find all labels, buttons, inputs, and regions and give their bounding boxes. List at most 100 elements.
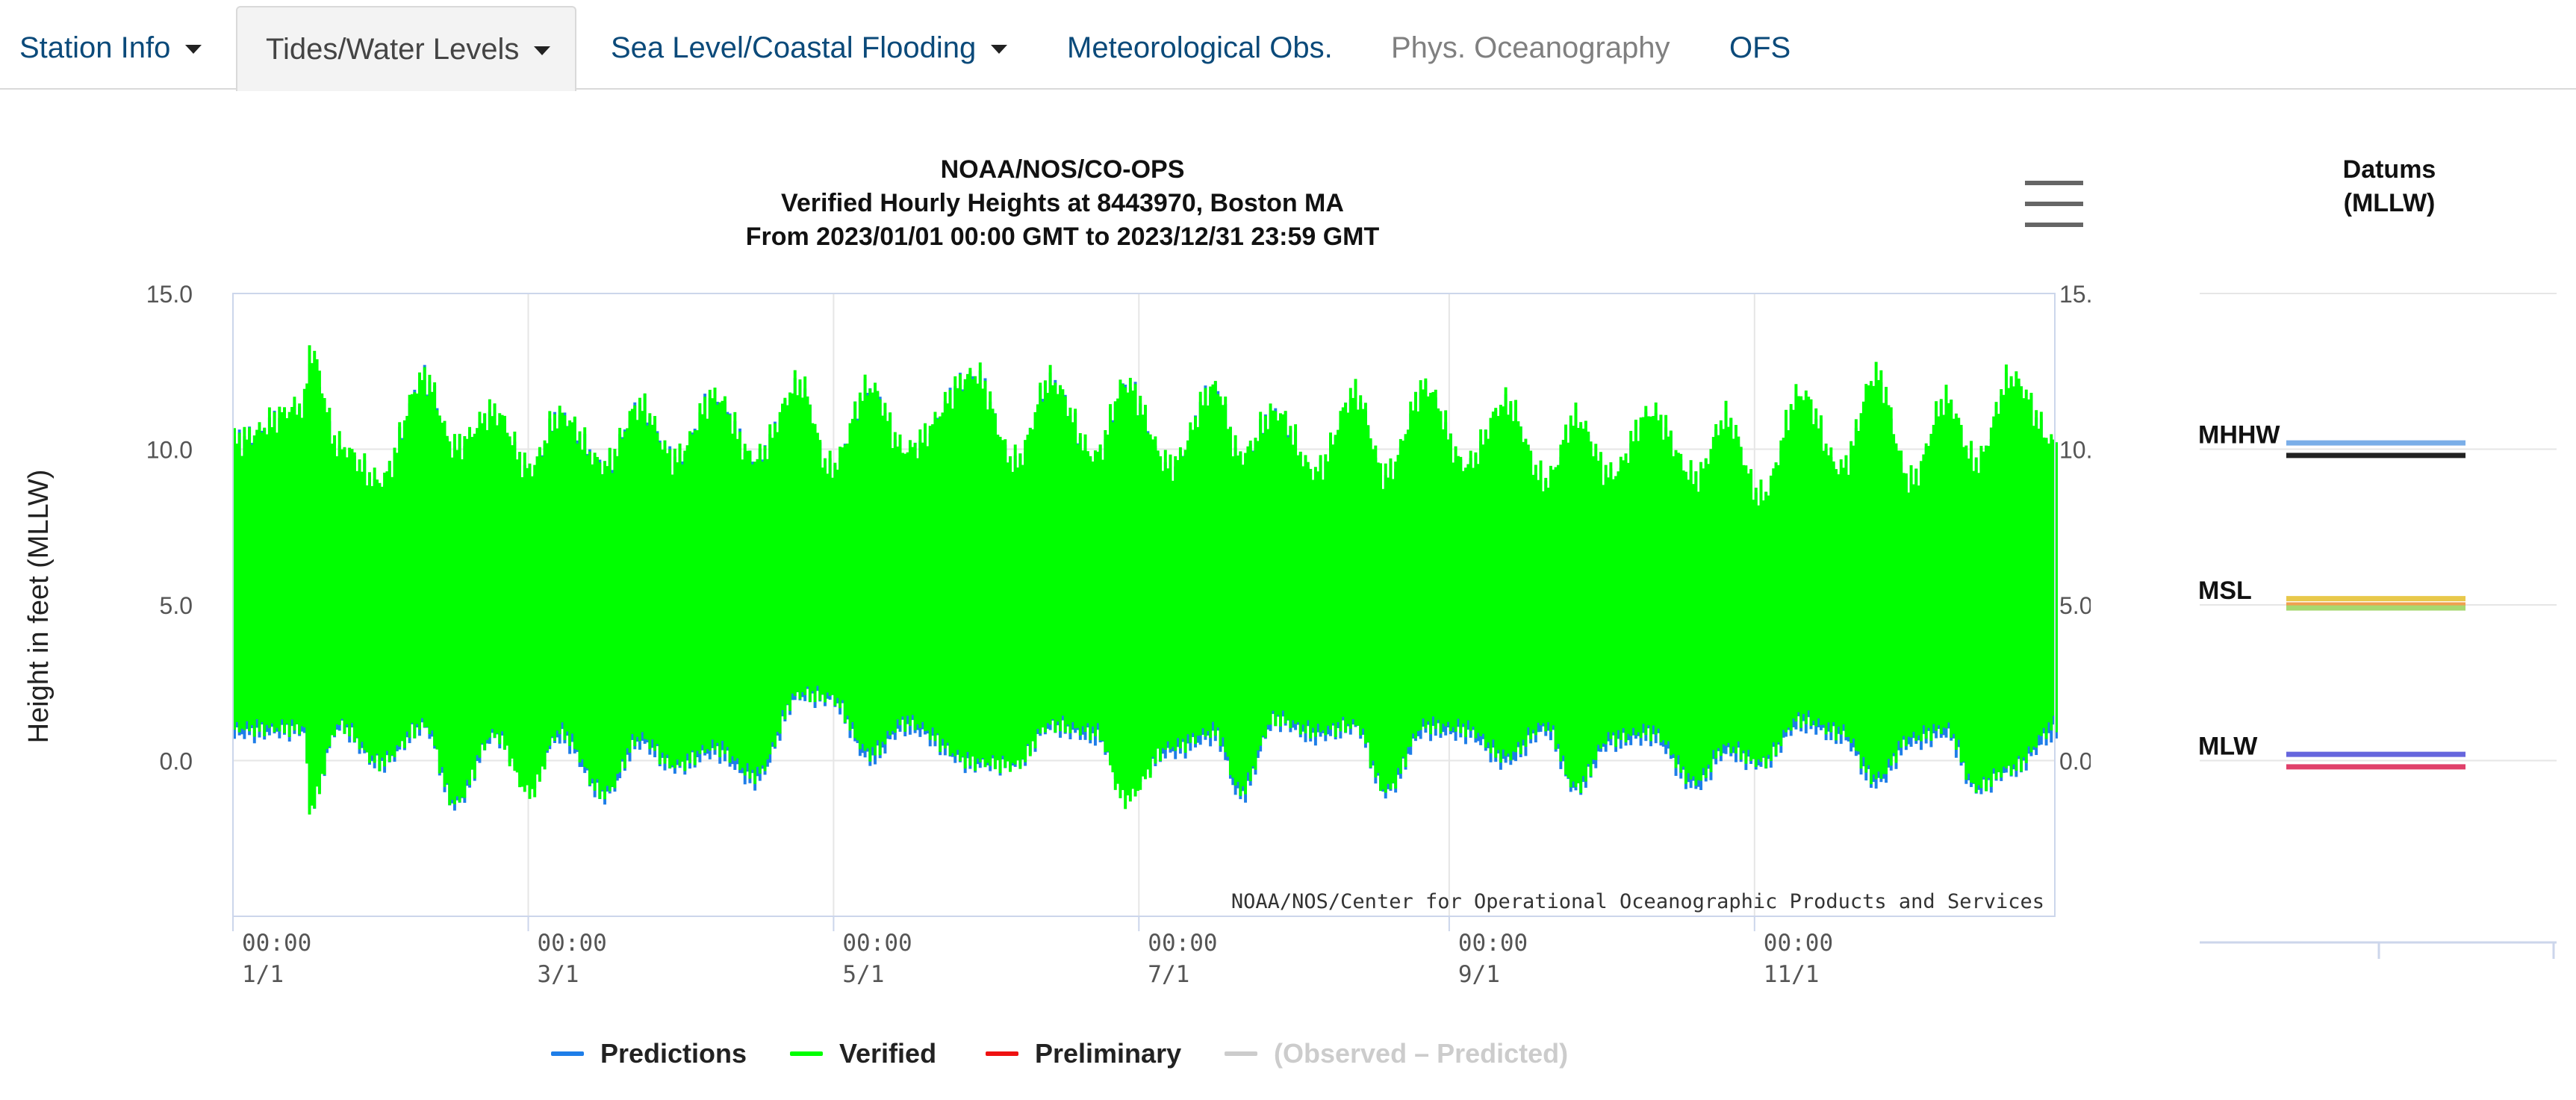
data-bar-verified [468, 426, 472, 786]
legend-item-observed-predicted[interactable]: (Observed – Predicted) [1225, 1038, 1568, 1069]
data-bar-verified [886, 420, 889, 731]
data-bar-verified [1189, 422, 1192, 743]
data-bar-verified [903, 453, 907, 732]
data-bar-verified [1724, 400, 1728, 746]
data-bar-verified [511, 445, 514, 759]
data-bar-verified [435, 410, 439, 750]
data-bar-verified [900, 453, 904, 717]
data-bar-verified [370, 485, 374, 756]
data-bar-verified [1742, 464, 1745, 751]
data-bar-verified [252, 435, 256, 737]
data-bar-verified [606, 466, 609, 786]
data-bar-verified [730, 433, 734, 756]
data-bar-verified [350, 449, 354, 724]
data-bar-verified [1641, 417, 1645, 724]
data-bar-verified [308, 345, 311, 815]
data-bar-verified [260, 432, 264, 723]
data-bar-verified [285, 417, 289, 724]
legend-item-verified[interactable]: Verified [790, 1038, 936, 1069]
data-bar-verified [493, 403, 497, 738]
data-bar-verified [898, 434, 902, 726]
data-bar-verified [233, 428, 236, 730]
data-bar-verified [1707, 464, 1711, 765]
data-bar-verified [235, 444, 239, 722]
data-bar-verified [1239, 451, 1242, 796]
data-bar-verified [683, 450, 687, 771]
data-bar-verified [376, 479, 379, 754]
data-bar-verified [1506, 414, 1510, 754]
data-bar-verified [343, 447, 346, 734]
y-tick-label-right: 10.0 [2059, 437, 2091, 464]
data-bar-verified [1989, 427, 1993, 787]
data-bar-verified [839, 447, 842, 709]
data-bar-verified [1639, 417, 1643, 739]
data-bar-verified [1086, 451, 1089, 724]
data-bar-verified [1920, 461, 1923, 742]
hamburger-menu-icon[interactable] [2020, 176, 2087, 234]
data-bar-verified [1972, 470, 1976, 784]
data-bar-verified [788, 392, 792, 711]
data-bar-verified [1952, 418, 1956, 734]
data-bar-verified [1761, 500, 1765, 757]
data-bar-verified [2024, 389, 2028, 763]
data-bar-verified [463, 436, 467, 798]
data-bar-verified [608, 447, 612, 792]
legend-item-predictions[interactable]: Predictions [551, 1038, 747, 1069]
tab-meteorological-obs[interactable]: Meteorological Obs. [1067, 6, 1333, 90]
legend-swatch [551, 1051, 584, 1056]
legend-item-preliminary[interactable]: Preliminary [986, 1038, 1181, 1069]
data-bar-verified [1711, 437, 1715, 751]
data-bar-verified [1699, 462, 1703, 781]
data-bar-verified [433, 382, 437, 746]
data-bar-verified [1196, 426, 1200, 736]
data-bar-verified [513, 431, 517, 771]
data-bar-verified [800, 397, 804, 692]
data-bar-verified [593, 453, 597, 791]
data-bar-verified [1514, 400, 1517, 753]
data-bar-verified [1909, 464, 1913, 738]
data-bar-verified [1634, 420, 1637, 736]
data-bar-verified [1799, 396, 1803, 728]
tab-station-info[interactable]: Station Info [19, 6, 202, 90]
data-bar-verified [505, 432, 509, 746]
data-bar-verified [1396, 455, 1400, 768]
tab-tides-water-levels[interactable]: Tides/Water Levels [236, 6, 576, 91]
data-bar-verified [378, 482, 382, 771]
y-tick-label-right: 15.0 [2059, 281, 2091, 308]
data-bar-verified [1041, 401, 1045, 728]
data-bar-verified [791, 393, 794, 694]
data-bar-verified [1324, 454, 1328, 736]
data-bar-verified [693, 430, 697, 765]
data-bar-verified [1787, 430, 1791, 728]
data-bar-verified [1502, 406, 1505, 750]
datum-label-msl: MSL [2198, 577, 2252, 605]
data-bar-verified [2032, 426, 2035, 747]
data-bar-verified [776, 432, 780, 732]
data-bar-verified [1885, 387, 1888, 774]
data-bar-verified [653, 416, 657, 751]
legend-swatch [1225, 1051, 1257, 1056]
tab-ofs[interactable]: OFS [1729, 6, 1791, 90]
data-bar-verified [1889, 407, 1893, 766]
tab-sea-level-coastal-flooding[interactable]: Sea Level/Coastal Flooding [611, 6, 1008, 90]
x-tick-time: 00:00 [1148, 930, 1217, 957]
data-bar-verified [1719, 420, 1723, 756]
data-bar-verified [1744, 465, 1748, 764]
data-bar-verified [1278, 413, 1282, 727]
data-bar-verified [1454, 446, 1457, 732]
data-bar-verified [1696, 491, 1700, 780]
data-bar-verified [773, 423, 777, 748]
data-bar-verified [426, 396, 429, 727]
x-tick-date: 1/1 [242, 961, 284, 988]
data-bar-verified [1541, 491, 1545, 724]
data-bar-verified [1151, 439, 1155, 757]
data-bar-verified [1779, 440, 1783, 747]
data-bar-verified [600, 474, 604, 790]
data-bar-verified [1897, 450, 1900, 742]
data-bar-verified [1481, 444, 1485, 734]
data-bar-verified [330, 444, 334, 736]
data-bar-verified [981, 388, 985, 759]
data-bar-verified [1709, 449, 1713, 773]
data-bar-verified [476, 428, 479, 756]
legend-swatch [986, 1051, 1018, 1056]
